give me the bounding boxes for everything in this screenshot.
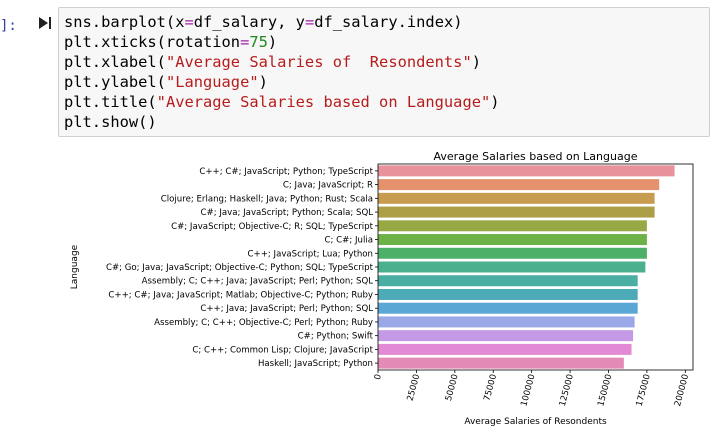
run-cell-icon[interactable] — [38, 15, 52, 31]
bar — [378, 288, 638, 300]
y-axis-label: Language — [70, 244, 80, 289]
code-line: plt.xlabel("Average Salaries of Resonden… — [64, 52, 500, 72]
code-token: plt.xticks(rotation — [64, 33, 241, 51]
code-token: sns.barplot(x — [64, 13, 185, 31]
x-tick-label: 125000 — [558, 373, 576, 407]
y-tick-label: C#; JavaScript; Objective-C; R; SQL; Typ… — [171, 222, 374, 232]
code-token: df_salary.index) — [314, 13, 463, 31]
x-tick-label: 75000 — [482, 373, 499, 402]
bar-chart: Average Salaries based on Language C++; C… — [70, 150, 694, 427]
bar — [378, 234, 647, 246]
y-tick-label: C#; Python; Swift — [298, 332, 374, 342]
bar — [378, 179, 660, 191]
y-tick-label: Clojure; Erlang; Haskell; Java; Python; … — [161, 194, 373, 204]
x-tick-label: 100000 — [519, 373, 537, 407]
bar — [378, 261, 646, 273]
code-token: = — [240, 33, 250, 51]
x-tick-label: 0 — [373, 373, 384, 381]
code-line: sns.barplot(x=df_salary, y=df_salary.ind… — [64, 12, 500, 32]
code-line: plt.show() — [64, 112, 500, 132]
code-token: "Language" — [165, 73, 259, 91]
x-tick-label: 175000 — [635, 373, 653, 407]
code-token: plt.show() — [64, 113, 157, 131]
code-cell[interactable]: sns.barplot(x=df_salary, y=df_salary.ind… — [58, 7, 710, 137]
y-tick-label: C++; JavaScript; Lua; Python — [248, 249, 374, 259]
y-tick-label: C#; Java; JavaScript; Python; Scala; SQL — [201, 208, 374, 218]
code-token: = — [184, 13, 194, 31]
y-tick-label: C#; Go; Java; JavaScript; Objective-C; P… — [106, 263, 374, 273]
y-tick-label: C; Java; JavaScript; R — [283, 181, 373, 191]
x-tick-label: 150000 — [596, 373, 614, 407]
chart-title: Average Salaries based on Language — [434, 150, 638, 163]
plot-frame — [377, 163, 694, 371]
code-editor[interactable]: sns.barplot(x=df_salary, y=df_salary.ind… — [64, 12, 500, 132]
bar — [378, 316, 635, 328]
y-tick-label: C++; Java; JavaScript; Perl; Python; SQL — [200, 304, 373, 314]
y-tick-label: Haskell; JavaScript; Python — [258, 359, 373, 369]
bar — [378, 206, 655, 218]
bar — [378, 192, 655, 204]
bar — [378, 275, 638, 287]
code-token: "Average Salaries based on Language" — [156, 93, 491, 111]
code-token: ) — [471, 53, 481, 71]
y-tick-label: C++; C#; Java; JavaScript; Matlab; Objec… — [108, 290, 373, 300]
code-token: ) — [258, 73, 268, 91]
y-tick-label: C++; C#; JavaScript; Python; TypeScript — [199, 167, 373, 177]
x-tick-label: 50000 — [444, 373, 461, 402]
code-token: df_salary, y — [193, 13, 305, 31]
code-token: plt.ylabel( — [64, 73, 166, 91]
y-tick-label: Assembly; C; C++; Objective-C; Perl; Pyt… — [154, 318, 373, 328]
y-tick-label: Assembly; C; C++; Java; JavaScript; Perl… — [142, 277, 374, 287]
code-line: plt.title("Average Salaries based on Lan… — [64, 92, 500, 112]
x-axis-label: Average Salaries of Resondents — [464, 417, 607, 427]
bar — [378, 220, 647, 232]
bar — [378, 357, 624, 369]
bar — [378, 247, 647, 259]
x-tick-label: 25000 — [406, 373, 423, 402]
bar — [378, 302, 638, 314]
x-tick-label: 200000 — [673, 373, 691, 407]
code-token: ) — [490, 93, 500, 111]
code-token: = — [304, 13, 315, 31]
cell-prompt: ]: — [0, 18, 17, 34]
y-tick-label: C; C++; Common Lisp; Clojure; JavaScript — [192, 345, 373, 355]
code-token: "Average Salaries of Resondents" — [165, 53, 472, 71]
code-token: 75 — [249, 33, 268, 51]
code-token: plt.title( — [64, 93, 157, 111]
code-token: ) — [267, 33, 278, 51]
bar — [378, 343, 632, 355]
code-token: plt.xlabel( — [64, 53, 166, 71]
code-line: plt.xticks(rotation=75) — [64, 32, 500, 52]
bar — [378, 165, 675, 177]
bar — [378, 330, 634, 342]
y-tick-label: C; C#; Julia — [325, 236, 373, 246]
code-line: plt.ylabel("Language") — [64, 72, 500, 92]
